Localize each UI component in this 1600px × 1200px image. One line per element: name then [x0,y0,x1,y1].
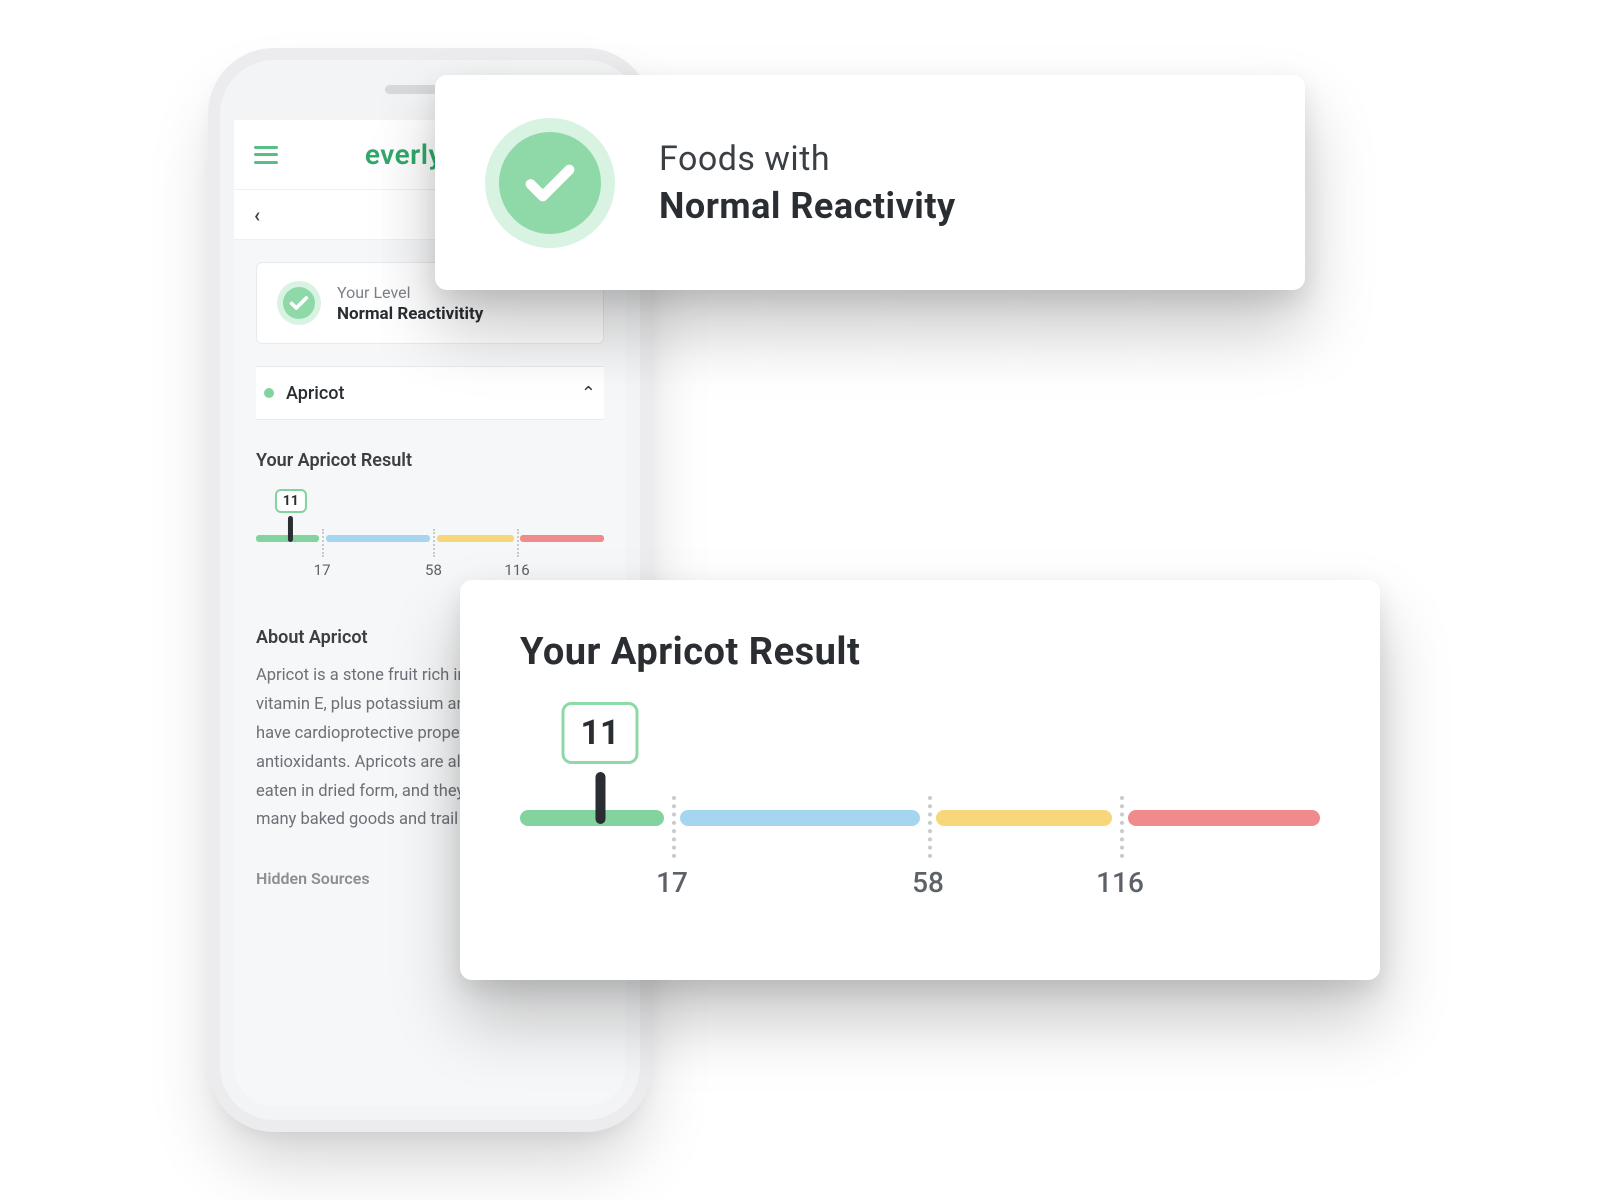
status-dot [264,388,274,398]
back-button[interactable]: ‹ [254,203,260,227]
scale-marker-stem [288,516,293,542]
scale-tick-label: 17 [314,561,331,579]
scale-marker: 11 [275,489,307,542]
check-icon [288,292,310,314]
scale-tick [1120,796,1124,858]
result-scale-big: 175811611 [520,784,1320,904]
food-row[interactable]: Apricot ⌃ [256,366,604,420]
scale-tick-label: 58 [425,561,442,579]
food-name: Apricot [286,383,344,404]
result-heading: Your Apricot Result [256,450,604,471]
scale-tick [433,529,435,557]
scale-segment [936,810,1112,826]
scale-segment [1128,810,1320,826]
scale-segment [680,810,920,826]
result-scale-mini: 175811611 [256,517,604,577]
check-badge [277,281,321,325]
scale-tick-label: 17 [656,866,688,899]
scale-marker: 11 [561,702,638,824]
bottom-fade [234,996,626,1106]
scale-tick [928,796,932,858]
scale-segment [520,535,604,542]
scale-tick-label: 58 [912,866,944,899]
scale-tick [322,529,324,557]
scale-tick [672,796,676,858]
scale-segment [326,535,430,542]
scale-segment [437,535,514,542]
scale-marker-value: 11 [275,489,307,513]
reactivity-card: Foods with Normal Reactivity [435,75,1305,290]
level-value: Normal Reactivitity [337,304,483,324]
badge-core [283,287,315,319]
check-icon [521,154,579,212]
menu-icon[interactable] [254,146,278,164]
chevron-up-icon: ⌃ [581,383,596,404]
scale-tick-label: 116 [504,561,529,579]
badge-core [499,132,601,234]
scale-tick [517,529,519,557]
reactivity-line1: Foods with [659,139,956,179]
scale-marker-stem [595,772,605,824]
result-card-heading: Your Apricot Result [520,630,1320,674]
reactivity-card-text: Foods with Normal Reactivity [659,139,956,227]
reactivity-line2: Normal Reactivity [659,185,956,227]
result-card: Your Apricot Result 17 58 116 11 [460,580,1380,980]
scale-marker-value: 11 [561,702,638,764]
check-badge-large [485,118,615,248]
scale-tick-label: 116 [1096,866,1144,899]
